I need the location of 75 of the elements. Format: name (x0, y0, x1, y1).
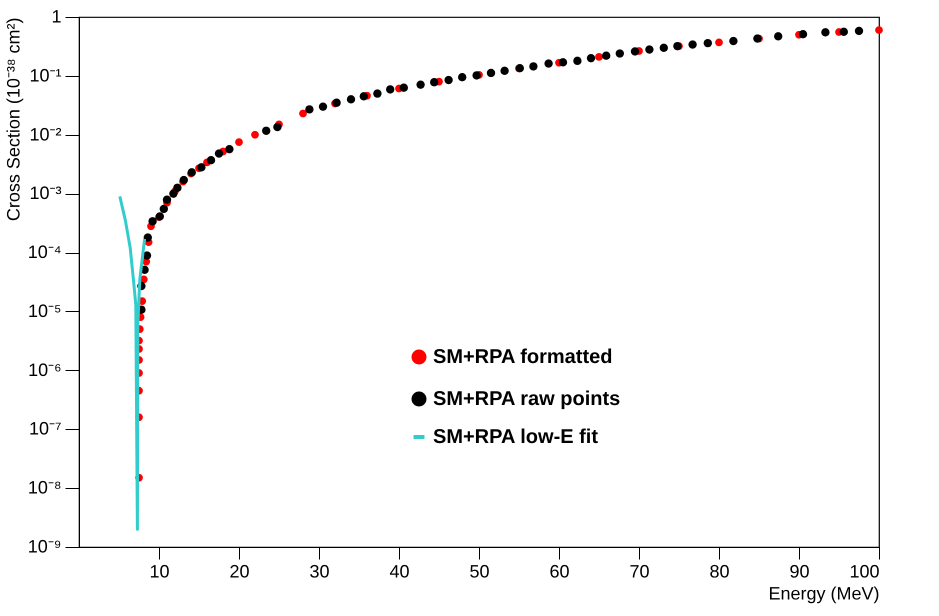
y-tick-label: 10⁻⁵ (28, 300, 62, 321)
y-tick-label: 10⁻⁹ (28, 536, 62, 556)
y-tick-label: 10⁻⁴ (28, 242, 62, 262)
y-tick-label: 10⁻⁶ (28, 360, 62, 380)
point (645, 45, 654, 54)
point (595, 53, 603, 61)
point (169, 189, 178, 198)
x-tick-label: 90 (789, 562, 810, 582)
point (729, 36, 738, 46)
point (486, 68, 496, 78)
point (529, 62, 538, 71)
point (346, 95, 356, 104)
point (148, 217, 157, 226)
y-tick-label: 10⁻¹ (29, 65, 62, 86)
point (660, 44, 668, 52)
y-axis-title: Cross Section (10⁻³⁸ cm²) (4, 18, 24, 222)
point (225, 144, 234, 154)
point (704, 38, 712, 48)
point (586, 54, 596, 62)
x-tick-label: 100 (849, 562, 880, 582)
point (444, 76, 453, 84)
legend-label: SM+RPA low-E fit (433, 426, 598, 448)
legend-label: SM+RPA raw points (433, 388, 620, 410)
x-tick-label: 80 (709, 562, 730, 582)
point (500, 66, 509, 75)
point (197, 163, 206, 172)
point (251, 130, 259, 139)
x-axis-title: Energy (MeV) (768, 584, 880, 604)
point (616, 49, 624, 58)
point (160, 204, 168, 214)
point (798, 30, 808, 38)
point (360, 92, 368, 100)
point (273, 122, 282, 132)
point (318, 102, 328, 111)
point (602, 52, 610, 60)
point (214, 149, 224, 158)
x-tick-label: 30 (309, 562, 330, 582)
point (235, 138, 243, 146)
y-tick-label: 10⁻⁷ (28, 418, 62, 439)
point (162, 196, 172, 204)
x-tick-label: 40 (389, 562, 410, 582)
point (774, 32, 782, 40)
point (262, 126, 270, 135)
x-tick-label: 70 (629, 562, 650, 582)
point (558, 58, 568, 66)
point (573, 56, 582, 66)
point (400, 84, 408, 92)
point (854, 26, 864, 36)
point (840, 28, 848, 36)
point (386, 85, 394, 94)
point (206, 156, 216, 164)
x-tick-label: 10 (149, 562, 170, 582)
point (144, 233, 152, 242)
y-tick-label: 10⁻³ (29, 183, 62, 204)
y-tick-label: 1 (51, 6, 62, 26)
point (821, 28, 830, 36)
x-tick-label: 50 (469, 562, 490, 582)
point (875, 26, 883, 34)
point (630, 47, 640, 56)
y-tick-label: 10⁻⁸ (28, 478, 62, 498)
point (458, 73, 466, 82)
point (688, 40, 697, 49)
point (305, 105, 314, 114)
point (544, 59, 553, 68)
point (173, 184, 182, 192)
point (472, 71, 481, 80)
legend-label: SM+RPA formatted (433, 346, 612, 368)
point (715, 38, 723, 46)
point (416, 80, 425, 89)
point (373, 89, 382, 98)
x-tick-label: 60 (549, 562, 570, 582)
y-tick-label: 10⁻² (29, 124, 62, 144)
point (430, 78, 438, 86)
point (299, 110, 307, 118)
x-tick-label: 20 (229, 562, 250, 582)
